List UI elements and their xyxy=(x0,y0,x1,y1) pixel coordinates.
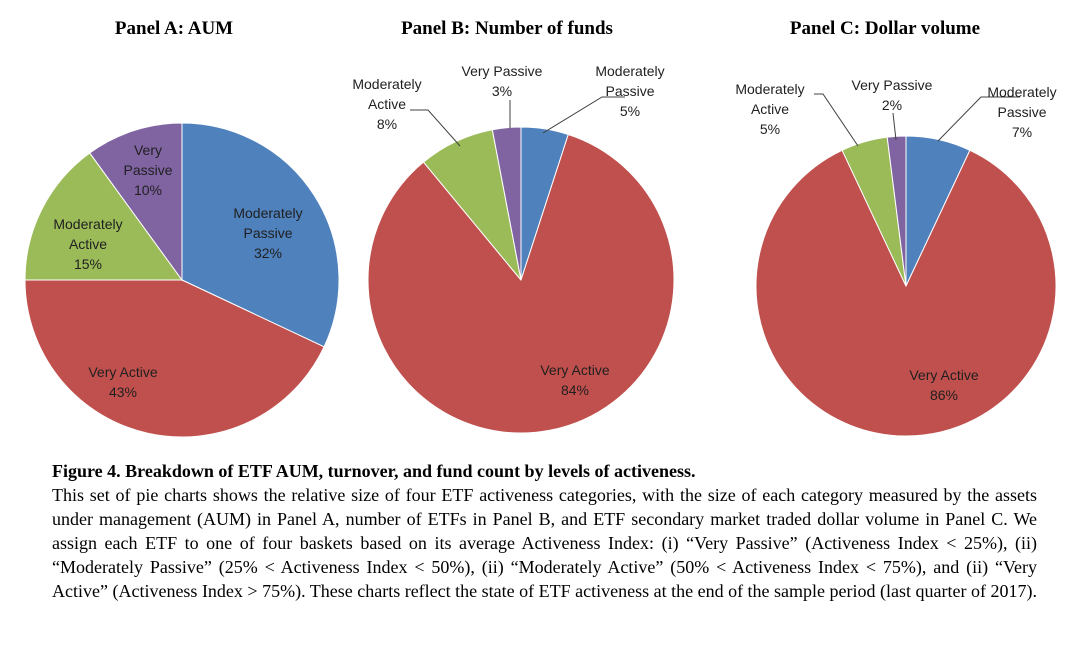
slice-label-very-active: Very Active 43% xyxy=(88,364,157,400)
slice-label-line: Very Active xyxy=(540,362,609,378)
slice-label-line: Passive xyxy=(997,104,1046,120)
slice-label-line: Moderately xyxy=(352,76,421,92)
slice-label-moderately-passive: Moderately Passive 5% xyxy=(595,63,664,119)
pie-slice-very-active xyxy=(755,149,1057,437)
slice-label-line: Moderately xyxy=(53,216,122,232)
panel-a-aum: Panel A: AUM Moderately Passive 32% Very Ac… xyxy=(24,18,340,438)
slice-label-line: Active xyxy=(368,96,406,112)
slice-label-moderately-active: Moderately Active 8% xyxy=(352,76,421,132)
slice-label-line: Very Passive xyxy=(462,63,543,79)
slice-label-line: 10% xyxy=(134,182,162,198)
slice-label-line: 32% xyxy=(254,245,282,261)
slice-label-line: 43% xyxy=(109,384,137,400)
slice-label-line: 84% xyxy=(561,382,589,398)
panel-c-dollar-volume: Panel C: Dollar volume Moderately Passive… xyxy=(735,18,1057,437)
slice-label-line: 3% xyxy=(492,83,512,99)
pie-slice-moderately-active xyxy=(24,152,183,281)
slice-label-line: 2% xyxy=(882,97,902,113)
panel-title: Panel A: AUM xyxy=(115,18,233,39)
slice-label-very-active: Very Active 84% xyxy=(540,362,609,398)
slice-label-line: Active xyxy=(69,236,107,252)
slice-label-line: Very xyxy=(134,142,162,158)
slice-label-line: Moderately xyxy=(987,84,1056,100)
caption-body: This set of pie charts shows the relativ… xyxy=(52,485,1037,601)
slice-label-line: Moderately xyxy=(595,63,664,79)
leader-line-moderately-passive xyxy=(937,96,1020,142)
slice-label-moderately-passive: Moderately Passive 32% xyxy=(233,205,302,261)
slice-label-very-passive: Very Passive 10% xyxy=(123,142,172,198)
slice-label-line: Passive xyxy=(123,162,172,178)
pie-slice-very-passive xyxy=(886,135,907,287)
slice-label-line: Moderately xyxy=(735,81,804,97)
slice-label-very-active: Very Active 86% xyxy=(909,367,978,403)
panel-title: Panel B: Number of funds xyxy=(401,18,613,39)
slice-label-very-passive: Very Passive 3% xyxy=(462,63,543,99)
slice-label-line: Active xyxy=(751,101,789,117)
pie-slice-very-active xyxy=(367,133,675,434)
pie-slice-very-active xyxy=(24,279,325,438)
slice-label-line: Moderately xyxy=(233,205,302,221)
slice-label-line: Very Passive xyxy=(852,77,933,93)
slice-label-moderately-active: Moderately Active 5% xyxy=(735,81,804,137)
slice-label-line: 15% xyxy=(74,256,102,272)
pie-slice-very-passive xyxy=(89,122,183,282)
slice-label-moderately-passive: Moderately Passive 7% xyxy=(987,84,1056,140)
slice-label-line: 5% xyxy=(760,121,780,137)
figure-caption: Figure 4. Breakdown of ETF AUM, turnover… xyxy=(52,459,1037,603)
caption-title: Figure 4. Breakdown of ETF AUM, turnover… xyxy=(52,461,696,481)
slice-label-line: 8% xyxy=(377,116,397,132)
leader-line-moderately-passive xyxy=(542,96,625,134)
pie-slice-moderately-passive xyxy=(181,122,340,348)
slice-label-line: Very Active xyxy=(88,364,157,380)
panel-b-number-of-funds: Panel B: Number of funds Moderately Passi… xyxy=(352,18,675,434)
pie-charts-figure: Panel A: AUM Moderately Passive 32% Very Ac… xyxy=(24,18,1057,438)
slice-label-very-passive: Very Passive 2% xyxy=(852,77,933,113)
slice-label-line: 5% xyxy=(620,103,640,119)
slice-label-moderately-active: Moderately Active 15% xyxy=(53,216,122,272)
leader-line-moderately-active xyxy=(814,93,859,147)
leader-line-very-passive xyxy=(892,112,897,141)
panel-title: Panel C: Dollar volume xyxy=(790,18,980,39)
slice-label-line: Very Active xyxy=(909,367,978,383)
slice-label-line: 86% xyxy=(930,387,958,403)
leader-line-moderately-active xyxy=(410,109,461,147)
slice-label-line: 7% xyxy=(1012,124,1032,140)
slice-label-line: Passive xyxy=(605,83,654,99)
pie-slice-very-passive xyxy=(491,126,522,281)
slice-label-line: Passive xyxy=(243,225,292,241)
